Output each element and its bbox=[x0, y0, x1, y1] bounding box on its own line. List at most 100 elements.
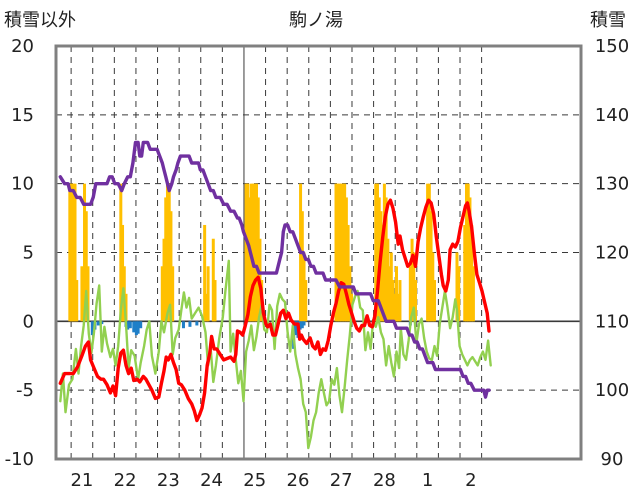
precipitation-bar bbox=[302, 252, 306, 322]
wind-line bbox=[59, 259, 492, 450]
precipitation-bar bbox=[414, 280, 418, 322]
precipitation-bar bbox=[73, 183, 77, 322]
precipitation-bar bbox=[391, 280, 395, 322]
left-tick-label: -5 bbox=[16, 380, 34, 401]
plot-frame bbox=[54, 44, 583, 461]
sunshine-bar bbox=[136, 321, 140, 334]
precipitation-bar bbox=[160, 266, 164, 322]
precipitation-bar bbox=[162, 238, 166, 322]
sunshine-bar bbox=[134, 321, 138, 336]
precipitation-bar bbox=[75, 280, 79, 322]
sunshine-bar bbox=[294, 321, 298, 336]
precipitation-bar bbox=[341, 183, 345, 322]
precipitation-bar bbox=[171, 266, 175, 322]
precipitation-bar bbox=[375, 183, 379, 322]
sunshine-bar bbox=[128, 321, 132, 329]
x-tick-label: 24 bbox=[200, 470, 223, 491]
x-tick-label: 26 bbox=[287, 470, 310, 491]
left-tick-label: 5 bbox=[23, 243, 34, 264]
precipitation-bar bbox=[169, 211, 173, 322]
right-tick-label: 120 bbox=[595, 243, 629, 264]
precipitation-bar bbox=[71, 183, 75, 322]
right-tick-label: 150 bbox=[595, 36, 629, 57]
sunshine-bar bbox=[300, 321, 304, 329]
precipitation-bar bbox=[246, 183, 250, 322]
precipitation-bar bbox=[167, 183, 171, 322]
precipitation-bar bbox=[164, 197, 168, 322]
precipitation-bar bbox=[408, 266, 412, 322]
precipitation-bar bbox=[394, 266, 398, 322]
precipitation-bar bbox=[344, 197, 348, 322]
precipitation-bar bbox=[410, 238, 414, 322]
precipitation-bar bbox=[300, 211, 304, 322]
precipitation-bar bbox=[389, 252, 393, 322]
precipitation-bar bbox=[427, 183, 431, 322]
right-axis-title: 積雪 bbox=[590, 10, 626, 31]
x-tick-label: 21 bbox=[70, 470, 93, 491]
sunshine-bar bbox=[188, 321, 192, 327]
precipitation-bar bbox=[304, 280, 308, 322]
left-axis-title: 積雪以外 bbox=[4, 10, 76, 31]
x-tick-label: 1 bbox=[422, 470, 433, 491]
snow_depth-line bbox=[58, 140, 491, 399]
right-tick-label: 140 bbox=[595, 105, 629, 126]
precipitation-bar bbox=[334, 183, 338, 322]
x-tick-label: 2 bbox=[465, 470, 476, 491]
sunshine-bar bbox=[195, 321, 199, 326]
sunshine-bar bbox=[298, 321, 302, 330]
left-tick-label: 10 bbox=[11, 174, 34, 195]
precipitation-bar bbox=[396, 293, 400, 322]
precipitation-bar bbox=[457, 266, 461, 322]
line-series bbox=[58, 140, 492, 450]
precipitation-bar bbox=[206, 266, 210, 322]
precipitation-bar bbox=[426, 183, 430, 322]
temperature-line bbox=[58, 198, 491, 423]
precipitation-bar bbox=[254, 183, 258, 322]
precipitation-bar bbox=[470, 224, 474, 322]
x-tick-label: 27 bbox=[330, 470, 353, 491]
precipitation-bar bbox=[455, 252, 459, 322]
precipitation-bar bbox=[83, 183, 87, 322]
left-tick-label: 15 bbox=[11, 105, 34, 126]
x-tick-label: 22 bbox=[114, 470, 137, 491]
precipitation-bar bbox=[348, 266, 352, 322]
x-tick-label: 23 bbox=[157, 470, 180, 491]
precipitation-bar bbox=[119, 183, 123, 322]
precipitation-bar bbox=[471, 266, 475, 322]
sunshine-bar bbox=[181, 321, 185, 329]
precipitation-bar bbox=[248, 197, 252, 322]
precipitation-bar bbox=[86, 266, 90, 322]
precipitation-bar bbox=[412, 252, 416, 322]
precipitation-bar bbox=[463, 224, 467, 322]
precipitation-bar bbox=[431, 252, 435, 322]
precipitation-bar bbox=[384, 197, 388, 322]
precipitation-bar bbox=[433, 280, 437, 322]
right-tick-label: 110 bbox=[595, 311, 629, 332]
left-tick-label: -10 bbox=[5, 449, 34, 470]
right-tick-label: 100 bbox=[595, 380, 629, 401]
chart-title: 駒ノ湯 bbox=[289, 10, 343, 31]
precipitation-bar bbox=[70, 183, 74, 322]
precipitation-bar bbox=[80, 266, 84, 322]
precipitation-bar bbox=[429, 211, 433, 322]
left-tick-label: 20 bbox=[11, 36, 34, 57]
precipitation-bar bbox=[374, 183, 378, 322]
precipitation-bar bbox=[68, 183, 72, 322]
precipitation-bar bbox=[204, 293, 208, 322]
sunshine-bar bbox=[90, 321, 94, 336]
precipitation-bar bbox=[346, 224, 350, 322]
sunshine-bar bbox=[126, 321, 130, 330]
sunshine-bar bbox=[132, 321, 136, 333]
precipitation-bar bbox=[211, 238, 215, 322]
right-tick-label: 130 bbox=[595, 174, 629, 195]
precipitation-bar bbox=[388, 266, 392, 322]
precipitation-bar bbox=[386, 238, 390, 322]
left-tick-label: 0 bbox=[23, 311, 34, 332]
precipitation-bar bbox=[382, 183, 386, 322]
precipitation-bar bbox=[339, 183, 343, 322]
precipitation-bar bbox=[468, 197, 472, 322]
sunshine-bar bbox=[139, 321, 143, 329]
precipitation-bar bbox=[253, 183, 257, 322]
